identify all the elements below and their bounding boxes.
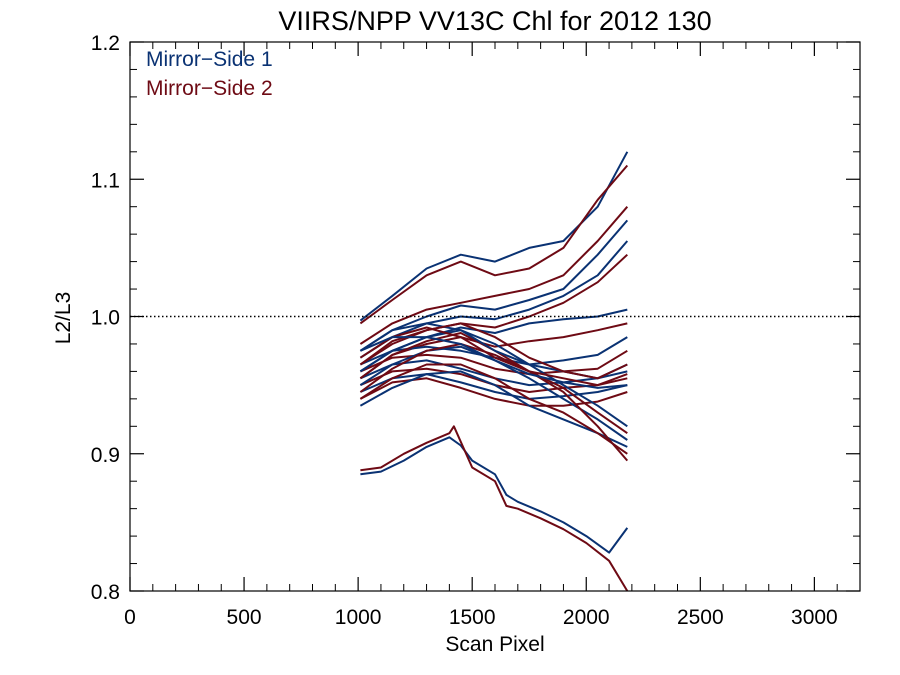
series-line-2 [359, 164, 629, 325]
x-tick-label: 2500 [677, 606, 724, 629]
series-line-24 [360, 336, 628, 389]
chart-title: VIIRS/NPP VV13C Chl for 2012 130 [278, 6, 711, 36]
series-line-10 [360, 349, 628, 376]
x-tick-label: 500 [227, 606, 262, 629]
y-tick-label: 1.1 [91, 169, 120, 192]
series-line-25 [360, 436, 629, 554]
x-axis-label: Scan Pixel [445, 633, 544, 656]
y-axis-label: L2/L3 [52, 292, 75, 345]
series-line-4 [359, 219, 629, 352]
series-line-5 [359, 240, 629, 359]
series-line-18 [359, 343, 629, 462]
x-tick-label: 2000 [563, 606, 610, 629]
series-line-23 [359, 322, 628, 380]
legend-label-mirror-side-2: Mirror−Side 2 [146, 77, 273, 100]
x-tick-label: 1000 [335, 606, 382, 629]
series-line-14 [359, 377, 628, 407]
legend-label-mirror-side-1: Mirror−Side 1 [146, 48, 273, 71]
legend: Mirror−Side 1 Mirror−Side 2 [146, 48, 273, 100]
series-line-15 [359, 370, 628, 448]
series-line-1 [359, 151, 629, 322]
series-line-19 [359, 329, 628, 428]
series-line-13 [360, 373, 628, 400]
x-tick-label: 1500 [449, 606, 496, 629]
plot-frame [129, 41, 861, 592]
x-tick-label: 0 [124, 606, 136, 629]
y-tick-label: 1.0 [91, 307, 120, 330]
series-line-26 [360, 425, 629, 592]
y-tick-label: 0.8 [91, 581, 120, 604]
y-tick-label: 1.2 [91, 32, 120, 55]
y-tick-label: 0.9 [91, 444, 120, 467]
series-layer [359, 151, 629, 592]
series-line-16 [359, 363, 628, 455]
series-line-3 [359, 206, 629, 345]
x-tick-label: 3000 [791, 606, 838, 629]
series-line-22 [359, 326, 628, 387]
